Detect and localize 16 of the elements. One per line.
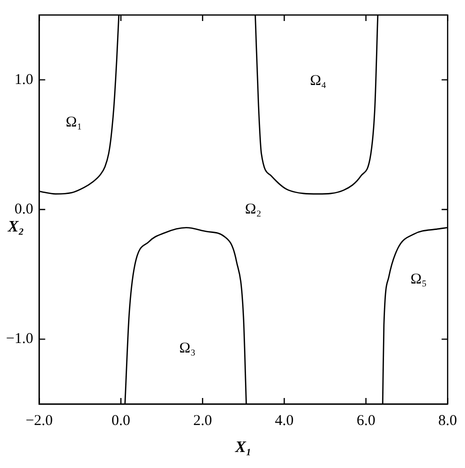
x-tick-label: 8.0 (438, 412, 457, 429)
x-axis-title: X₁ (234, 439, 252, 456)
annotation: Ω₅ (410, 271, 427, 288)
x-tick-label: 0.0 (112, 412, 130, 429)
x-tick-label: 4.0 (274, 412, 294, 429)
annotation: Ω₁ (66, 114, 82, 131)
x-tick-label: 2.0 (193, 412, 212, 429)
y-tick-label: 1.0 (14, 72, 34, 88)
y-tick-label: 0.0 (14, 201, 34, 218)
annotation: Ω₂ (245, 201, 262, 218)
annotation: Ω₃ (179, 340, 196, 356)
x-tick-label: 6.0 (356, 412, 376, 429)
y-axis-title: X₂ (6, 218, 24, 236)
annotation: Ω₄ (310, 73, 326, 90)
y-tick-label: −1.0 (6, 331, 34, 348)
x-tick-label: −2.0 (26, 412, 53, 429)
